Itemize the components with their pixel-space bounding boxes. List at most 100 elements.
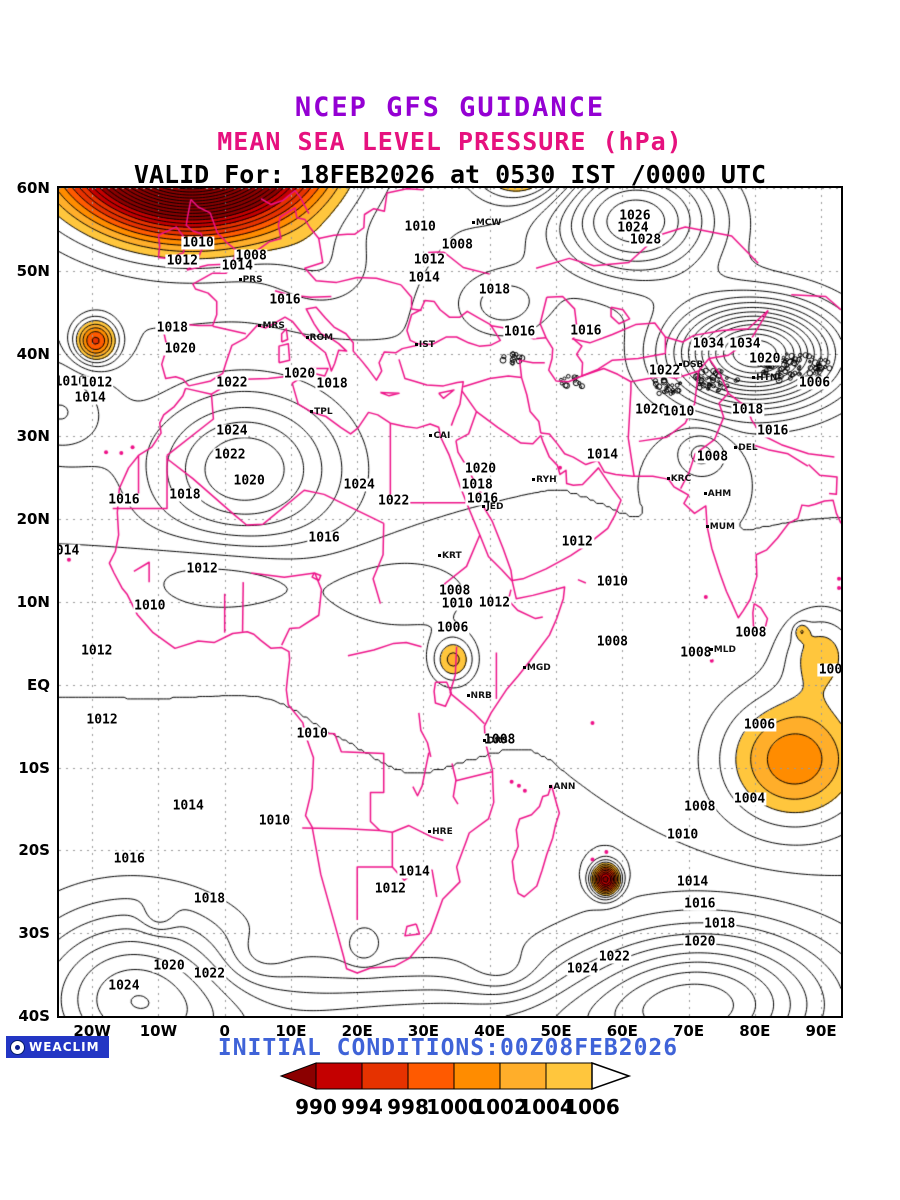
- station-label: MLD: [710, 645, 736, 655]
- colorbar-tick-label: 990: [295, 1095, 337, 1119]
- contour-label: 1012: [165, 253, 199, 269]
- colorbar-segment: [361, 1062, 409, 1090]
- station-label: DSB: [679, 360, 704, 370]
- longitude-tick-label: 10E: [275, 1022, 307, 1040]
- station-label: ANN: [549, 782, 575, 792]
- station-label: HTN: [752, 373, 777, 383]
- contour-label: 1020: [232, 473, 266, 489]
- contour-label: 1034: [691, 336, 726, 352]
- contour-label: 1024: [215, 423, 249, 439]
- contour-label: 1022: [213, 447, 247, 463]
- station-label: KRT: [438, 551, 462, 561]
- contour-label: 1034: [728, 336, 762, 352]
- contour-label: 1008: [695, 449, 730, 465]
- colorbar-segment: [545, 1062, 593, 1090]
- contour-label: 1010: [595, 574, 630, 590]
- station-label: AHM: [704, 489, 731, 499]
- station-label: DRS: [483, 736, 508, 746]
- contour-label: 1012: [85, 712, 119, 728]
- contour-label: 1010: [181, 235, 215, 251]
- contour-label: 1022: [377, 493, 411, 509]
- colorbar-tick-label: 1004: [518, 1095, 574, 1119]
- latitude-tick-label: 30N: [16, 427, 50, 446]
- latitude-tick-label: 30S: [18, 924, 50, 943]
- colorbar-tick-label: 1000: [426, 1095, 482, 1119]
- weaclim-logo-icon: [10, 1039, 25, 1055]
- chart-title-valid-time: VALID For: 18FEB2026 at 0530 IST /0000 U…: [133, 160, 767, 189]
- colorbar-segment: [407, 1062, 455, 1090]
- contour-label: 1014: [397, 864, 431, 880]
- contour-label: 1016: [268, 292, 302, 308]
- contour-label: 1008: [234, 248, 268, 264]
- contour-label: 1012: [560, 534, 594, 550]
- weaclim-logo: WEACLIM: [6, 1036, 109, 1058]
- contour-label: 1008: [817, 663, 841, 677]
- contour-label: 1006: [435, 620, 470, 636]
- longitude-tick-label: 70E: [673, 1022, 705, 1040]
- contour-label: 1006: [797, 375, 832, 391]
- contour-label: 1020: [152, 958, 186, 974]
- contour-label: 1020: [282, 366, 317, 382]
- contour-label: 1020: [748, 351, 782, 367]
- contour-label: 1010: [403, 219, 437, 235]
- contour-label: 1010: [59, 375, 87, 389]
- colorbar-tick-label: 1002: [472, 1095, 528, 1119]
- station-label: MUM: [706, 522, 735, 532]
- contour-label: 1022: [215, 375, 249, 391]
- contour-label: 1024: [565, 961, 600, 977]
- contour-label: 1010: [133, 598, 167, 614]
- contour-label: 1026: [618, 208, 652, 224]
- contour-label: 1020: [683, 934, 717, 950]
- latitude-tick-label: 20S: [18, 841, 50, 860]
- contour-label: 1012: [412, 252, 447, 268]
- contour-label: 1018: [460, 477, 494, 493]
- station-label: DEL: [734, 443, 757, 453]
- longitude-tick-label: 20W: [73, 1022, 111, 1040]
- longitude-tick-label: 80E: [739, 1022, 771, 1040]
- longitude-tick-label: 0: [219, 1022, 230, 1040]
- contour-label: 1018: [192, 891, 227, 907]
- contour-label: 1014: [59, 544, 81, 558]
- contour-labels-layer: 1010 1008 1012 1014 1018 1016 1010 1008 1012 1014…: [59, 188, 841, 1016]
- contour-label: 1014: [585, 447, 620, 463]
- chart-title-source: NCEP GFS GUIDANCE: [294, 92, 606, 123]
- contour-label: 1016: [307, 530, 341, 546]
- contour-label: 1008: [679, 645, 713, 660]
- station-label: PRS: [239, 275, 263, 285]
- station-label: CAI: [429, 431, 450, 441]
- contour-label: 1016: [683, 896, 717, 912]
- contour-label: 1018: [315, 376, 349, 392]
- contour-label: 1010: [661, 404, 696, 420]
- contour-label: 1012: [80, 643, 114, 659]
- contour-label: 1010: [440, 596, 474, 612]
- contour-label: 1020: [634, 402, 668, 418]
- colorbar-segment: [453, 1062, 501, 1090]
- latitude-tick-label: 40S: [18, 1007, 50, 1025]
- contour-label: 1008: [595, 634, 630, 650]
- contour-label: 1012: [80, 375, 114, 391]
- contour-label: 1016: [107, 492, 141, 508]
- pressure-map: 1010 1008 1012 1014 1018 1016 1010 1008 1012 1014…: [57, 186, 843, 1018]
- contour-label: 1012: [185, 561, 219, 577]
- contour-label: 1016: [502, 324, 537, 340]
- contour-label: 1024: [342, 477, 376, 493]
- station-label: JED: [482, 502, 503, 512]
- colorbar-left-arrow: [279, 1062, 317, 1090]
- contour-label: 1020: [463, 461, 498, 477]
- contour-label: 1006: [742, 717, 777, 733]
- contour-label: 1016: [756, 423, 790, 439]
- station-label: MGD: [523, 663, 551, 673]
- station-label: ROM: [306, 333, 334, 343]
- contour-label: 1018: [155, 320, 189, 336]
- latitude-tick-label: EQ: [27, 675, 50, 694]
- latitude-tick-label: 50N: [16, 261, 50, 280]
- contour-label: 1008: [683, 799, 717, 815]
- colorbar-segment: [315, 1062, 363, 1090]
- contour-label: 1024: [107, 978, 141, 994]
- latitude-tick-label: 10S: [18, 758, 50, 777]
- contour-label: 1024: [616, 220, 650, 236]
- contour-label: 1018: [703, 916, 737, 932]
- contour-label: 1018: [730, 402, 765, 418]
